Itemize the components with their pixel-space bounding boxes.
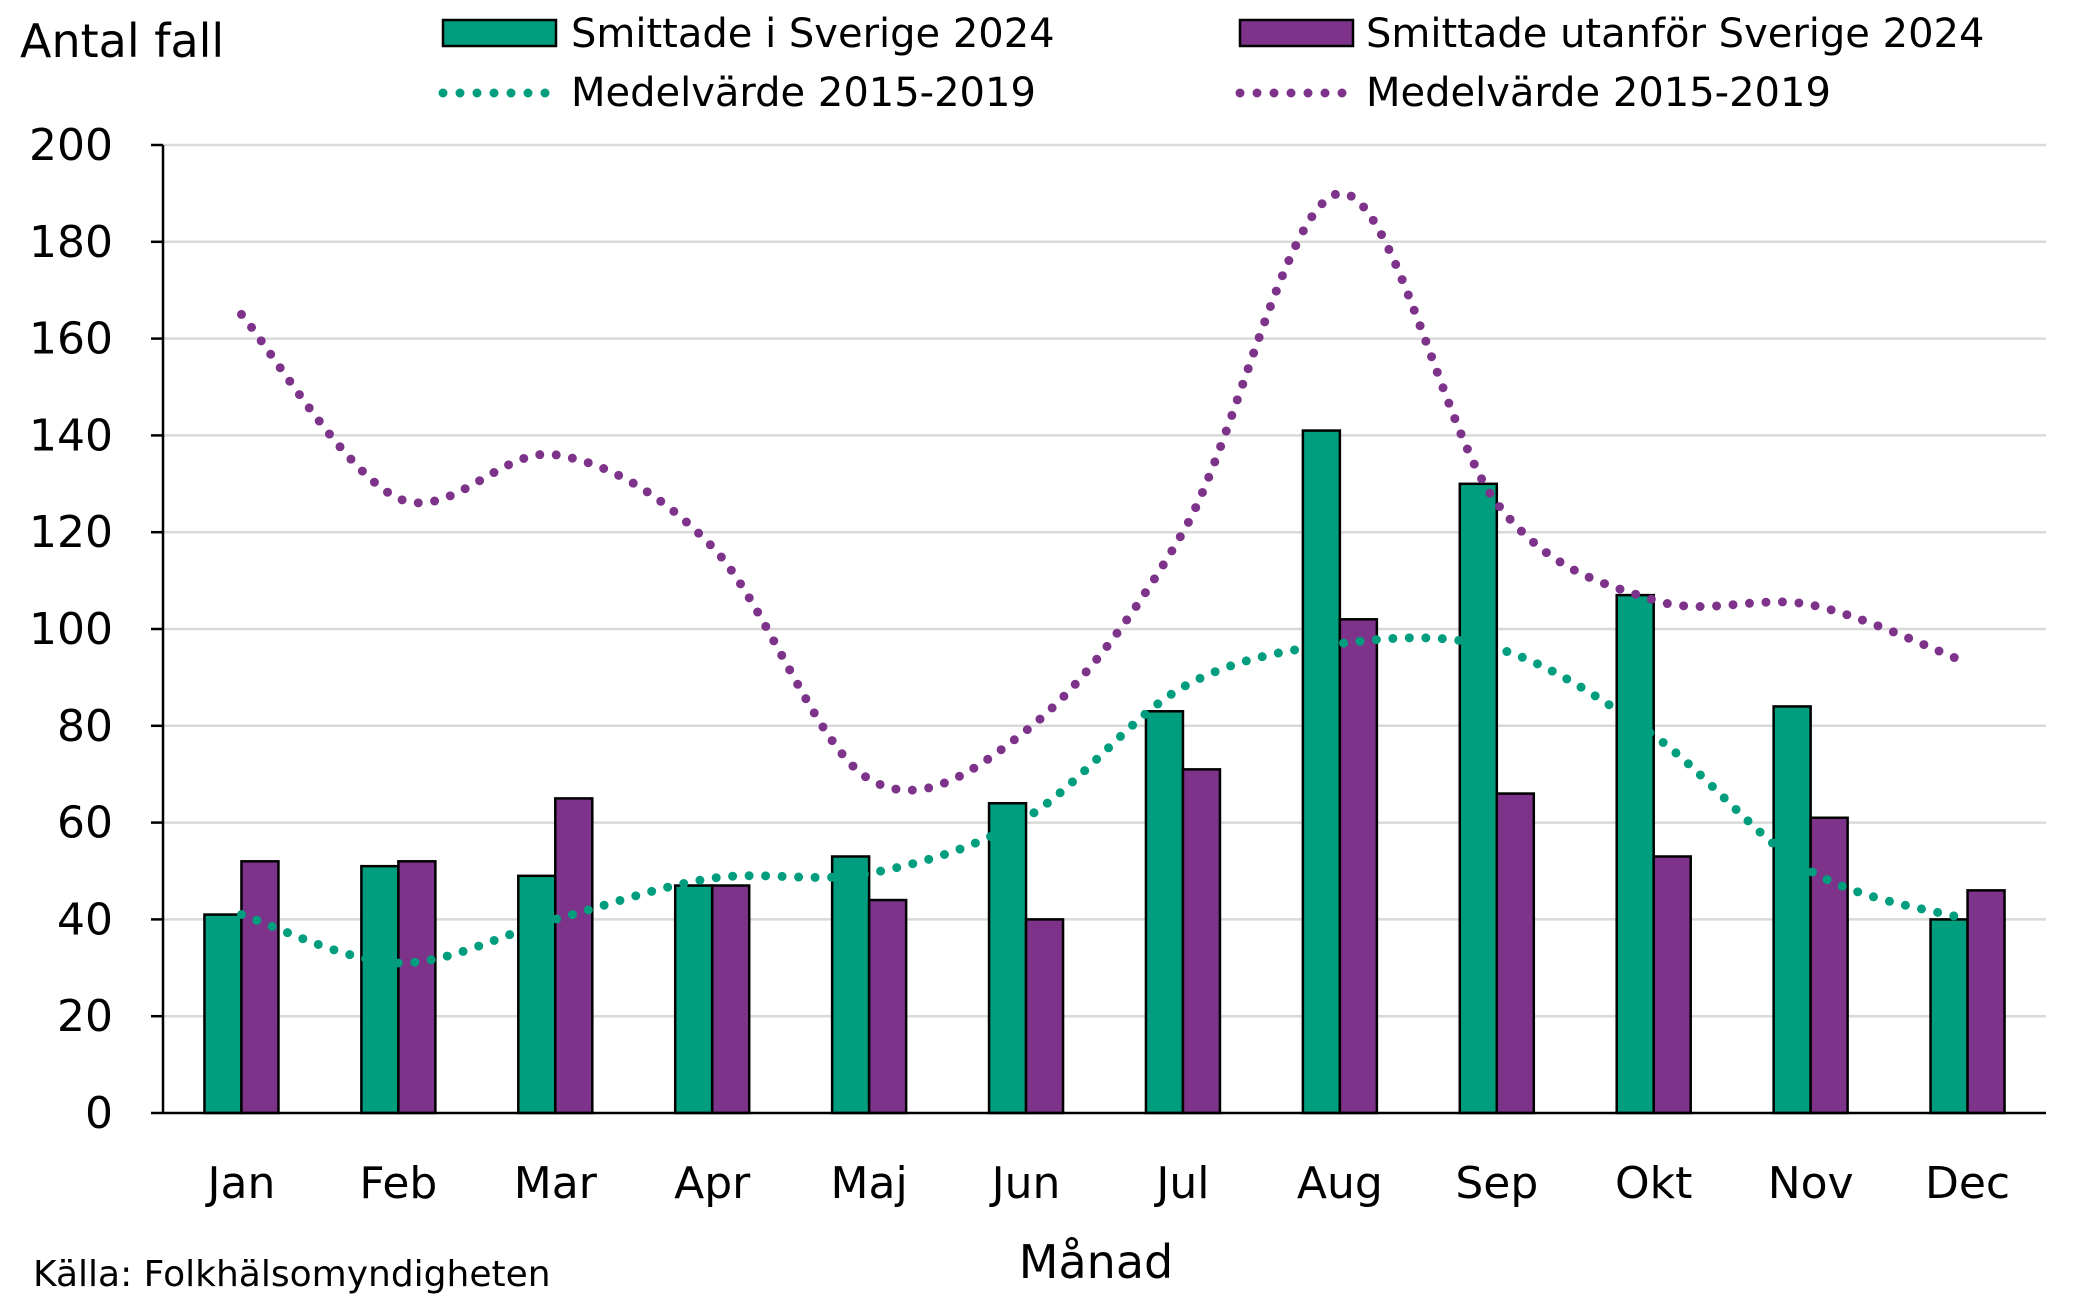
bar-abroad-sep <box>1495 792 1536 1115</box>
bar-abroad-mar <box>554 797 594 1115</box>
bar-sweden-okt <box>1615 593 1655 1115</box>
legend-item-avg-abroad: Medelvärde 2015-2019 <box>1235 70 1831 116</box>
x-tick-label-apr: Apr <box>674 1158 751 1209</box>
bar-abroad-okt <box>1652 855 1692 1115</box>
bar-abroad-jul <box>1181 768 1222 1115</box>
bar-sweden-dec <box>1929 918 1969 1115</box>
x-tick-label-jun: Jun <box>989 1158 1061 1209</box>
y-tick-labels: 0 20 40 60 80 100 120 140 160 180 200 <box>29 120 113 1139</box>
bar-sweden-mar <box>517 874 557 1115</box>
y-tick-label: 0 <box>85 1088 113 1139</box>
y-tick-label: 20 <box>57 991 113 1042</box>
y-tick-label: 120 <box>29 507 113 558</box>
x-axis-title: Månad <box>1019 1235 1173 1289</box>
legend-label-sweden: Smittade i Sverige 2024 <box>571 11 1055 57</box>
x-tick-label-dec: Dec <box>1925 1158 2010 1209</box>
gridlines <box>163 143 2046 1018</box>
y-tick-label: 80 <box>57 701 113 752</box>
bar-sweden-apr <box>673 884 714 1115</box>
y-tick-label: 60 <box>57 798 113 849</box>
bar-sweden-aug <box>1301 429 1342 1115</box>
y-tick-label: 180 <box>29 217 113 268</box>
y-tick-label: 140 <box>29 410 113 461</box>
y-axis-title: Antal fall <box>20 14 224 68</box>
x-tick-label-maj: Maj <box>831 1158 908 1209</box>
bar-abroad-apr <box>710 884 751 1115</box>
bar-sweden-jul <box>1144 710 1185 1115</box>
x-tick-label-jan: Jan <box>205 1158 276 1209</box>
average-lines <box>236 188 1973 968</box>
x-tick-label-jul: Jul <box>1153 1158 1209 1209</box>
y-tick-label: 200 <box>29 120 113 171</box>
legend-item-bar-abroad: Smittade utanför Sverige 2024 <box>1238 11 1984 57</box>
bar-abroad-aug <box>1338 618 1379 1115</box>
bar-abroad-dec <box>1966 889 2006 1115</box>
axes <box>151 143 2046 1115</box>
legend-label-abroad: Smittade utanför Sverige 2024 <box>1366 11 1984 57</box>
bar-abroad-maj <box>867 898 908 1115</box>
avg-line-abroad <box>236 188 1973 795</box>
source-note: Källa: Folkhälsomyndigheten <box>33 1254 551 1295</box>
bar-sweden-maj <box>830 855 871 1115</box>
x-tick-label-mar: Mar <box>514 1158 598 1209</box>
legend-item-bar-sweden: Smittade i Sverige 2024 <box>441 11 1055 57</box>
x-tick-label-aug: Aug <box>1297 1158 1383 1209</box>
bar-abroad-nov <box>1809 816 1849 1115</box>
legend-item-avg-sweden: Medelvärde 2015-2019 <box>438 70 1036 116</box>
bar-sweden-nov <box>1772 705 1812 1115</box>
x-tick-label-sep: Sep <box>1455 1158 1538 1209</box>
x-tick-label-okt: Okt <box>1615 1158 1692 1209</box>
avg-line-sweden <box>236 633 1973 968</box>
bar-sweden-feb <box>360 864 400 1115</box>
bar-abroad-jun <box>1024 918 1065 1115</box>
bar-sweden-jan <box>203 913 243 1115</box>
legend: Smittade i Sverige 2024 Smittade utanför… <box>438 11 1984 116</box>
y-tick-label: 100 <box>29 604 113 655</box>
bar-sweden-jun <box>987 801 1028 1115</box>
y-tick-label: 160 <box>29 314 113 365</box>
x-tick-label-nov: Nov <box>1768 1158 1854 1209</box>
legend-label-avg-abroad: Medelvärde 2015-2019 <box>1366 70 1831 116</box>
bar-abroad-feb <box>397 860 437 1115</box>
legend-swatch-sweden <box>441 18 558 48</box>
bar-abroad-jan <box>240 860 280 1115</box>
x-tick-label-feb: Feb <box>359 1158 437 1209</box>
x-tick-labels: Jan Feb Mar Apr Maj Jun Jul Aug Sep Okt Nov Dec <box>205 1158 2011 1209</box>
legend-swatch-abroad <box>1238 18 1355 48</box>
legend-label-avg-sweden: Medelvärde 2015-2019 <box>571 70 1036 116</box>
y-tick-label: 40 <box>57 894 113 945</box>
bar-sweden-sep <box>1458 482 1499 1115</box>
